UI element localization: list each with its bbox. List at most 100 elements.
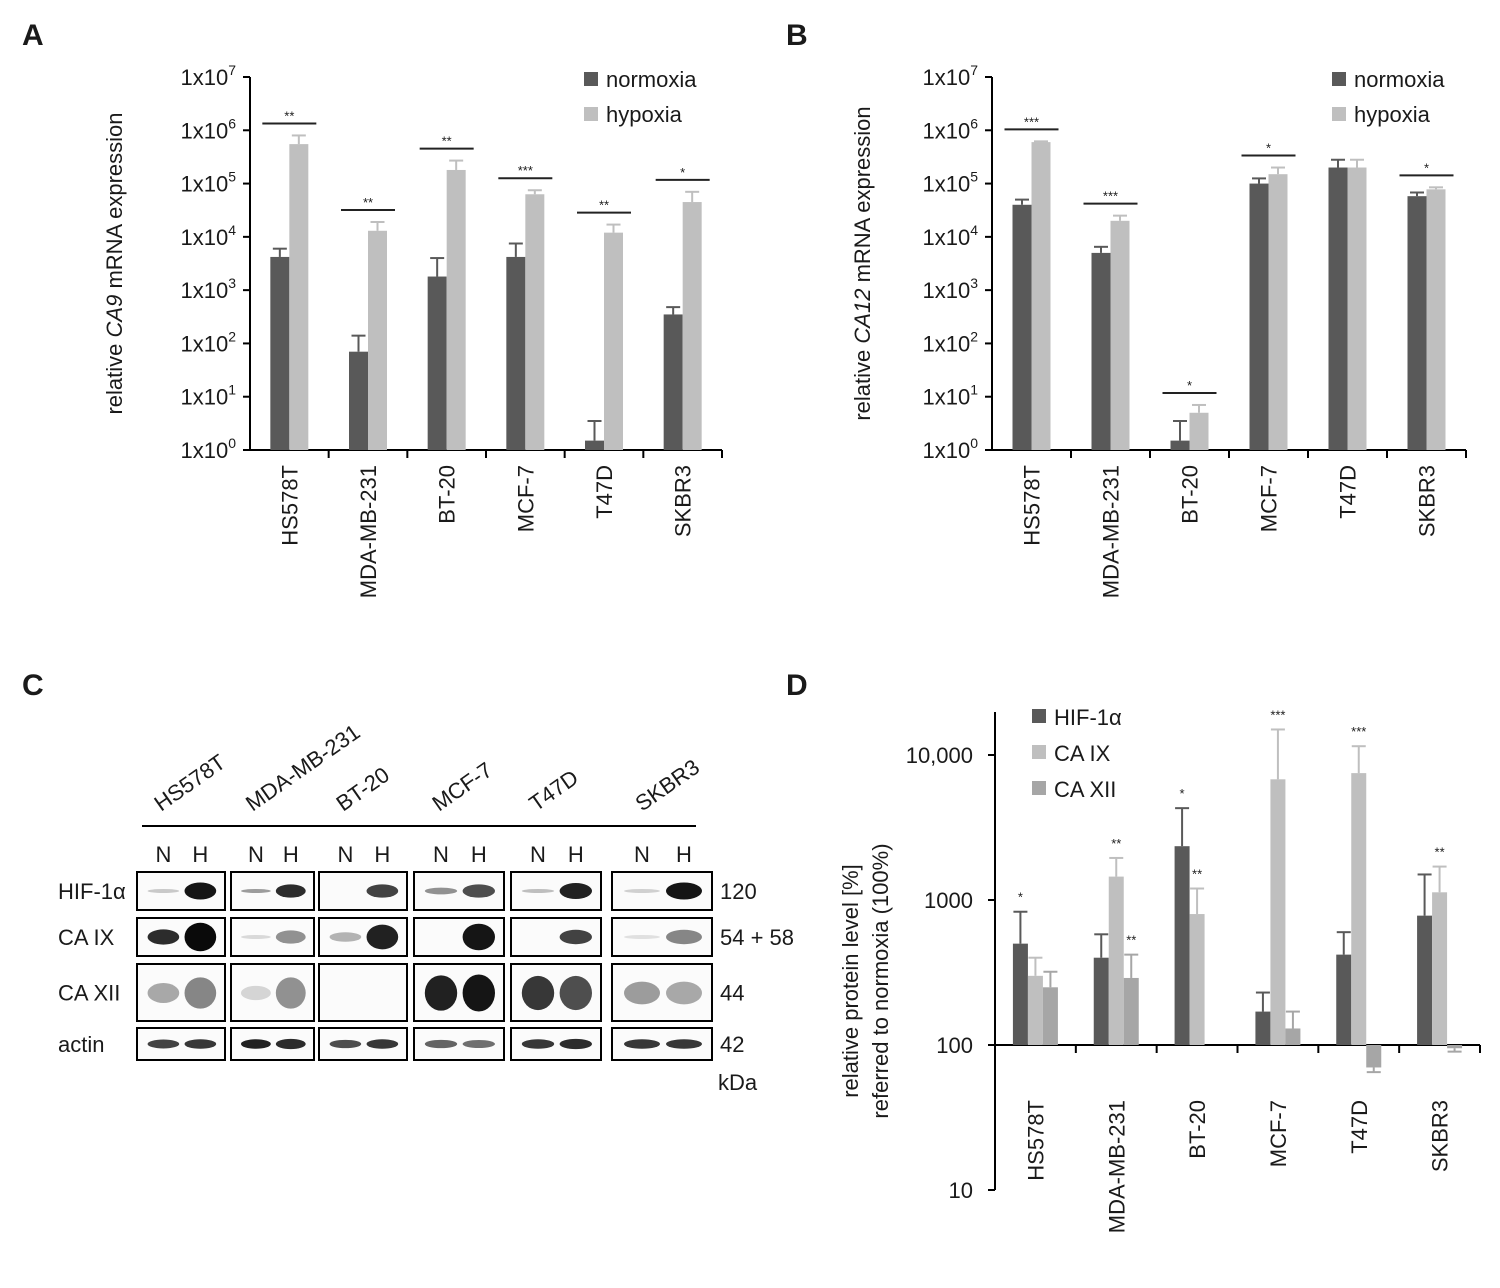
kda-label-hif-1: 120 (720, 879, 757, 904)
significance-label: *** (1024, 114, 1039, 129)
panel-label-a: A (22, 19, 44, 52)
chart-d: 10100100010,000HS578T*MDA-MB-231****BT-2… (838, 705, 1481, 1233)
lane-label-h: H (568, 842, 584, 867)
blot-band (559, 883, 592, 899)
y-tick-label: 1x107 (180, 62, 236, 90)
y-axis-title-line1: relative protein level [%] (838, 864, 863, 1098)
y-axis-title: relative CA9 mRNA expression (102, 112, 127, 414)
legend-swatch-normoxia (584, 72, 598, 86)
y-tick-label: 1x103 (922, 275, 978, 303)
blot-band (559, 929, 592, 945)
bar-ca-ix-skbr3 (1432, 892, 1448, 1045)
blot-band (462, 1040, 495, 1048)
blot-band (184, 1039, 217, 1049)
significance-label: ** (1111, 836, 1121, 851)
blot-band (521, 889, 555, 893)
significance-label: ** (284, 108, 294, 123)
blot-band (240, 1039, 271, 1049)
blot-band (366, 924, 399, 950)
y-tick-label: 10 (949, 1178, 973, 1203)
bar-ca-ix-hs578t (1027, 975, 1043, 1045)
bar-hypoxia-skbr3 (682, 202, 702, 450)
x-tick-label-hs578t: HS578T (1020, 465, 1045, 546)
bar-ca-ix-mda-mb-231 (1108, 876, 1124, 1045)
bar-hypoxia-skbr3 (1426, 189, 1446, 451)
lane-label-n: N (433, 842, 449, 867)
x-tick-label-mcf-7: MCF-7 (513, 465, 538, 532)
y-tick-label: 1x104 (922, 222, 978, 250)
blot-band (147, 889, 180, 893)
panel-label-c: C (22, 669, 44, 702)
legend-label-ca-ix: CA IX (1054, 741, 1111, 766)
bar-hypoxia-mda-mb-231 (368, 230, 387, 450)
legend-swatch-hypoxia (1332, 107, 1346, 121)
x-tick-label-hs578t: HS578T (1023, 1100, 1048, 1181)
bar-hypoxia-bt-20 (446, 169, 466, 450)
bar-hif-1-mcf-7 (1255, 1011, 1271, 1045)
y-tick-label: 1x100 (922, 435, 978, 463)
y-tick-label: 1x104 (180, 222, 236, 250)
bar-ca-xii-mcf-7 (1285, 1028, 1301, 1045)
significance-label: * (680, 165, 685, 180)
x-tick-label-bt-20: BT-20 (435, 465, 460, 524)
blot-band (462, 884, 495, 898)
blot-band (424, 1039, 458, 1049)
blot-band (147, 983, 180, 1003)
x-tick-label-mcf-7: MCF-7 (1266, 1100, 1291, 1167)
x-tick-label-skbr3: SKBR3 (1415, 465, 1440, 537)
bar-hypoxia-bt-20 (1189, 412, 1209, 450)
blot-band (240, 935, 271, 939)
bar-ca-xii-skbr3 (1447, 1045, 1463, 1049)
panel-label-b: B (786, 19, 808, 52)
y-tick-label: 1x103 (180, 275, 236, 303)
legend-swatch-ca-ix (1032, 745, 1046, 759)
blot-band (559, 1038, 592, 1050)
bar-normoxia-skbr3 (663, 314, 683, 450)
bar-hypoxia-t47d (604, 232, 623, 450)
chart-b: 1x100 1x101 1x102 1x103 1x104 1x105 1x106 1x107… (850, 62, 1467, 598)
bar-ca-ix-mcf-7 (1270, 779, 1286, 1045)
y-tick-label: 1x100 (180, 435, 236, 463)
lane-label-n: N (530, 842, 546, 867)
lane-label-h: H (192, 842, 208, 867)
significance-label: * (1018, 890, 1023, 905)
blot-band (624, 1039, 660, 1049)
blot-cell-line-bt-20: BT-20 (332, 762, 394, 816)
blot-band (624, 889, 660, 893)
significance-label: * (1180, 786, 1185, 801)
y-tick-label: 1x101 (922, 382, 978, 410)
kda-label-ca-ix: 54 + 58 (720, 925, 794, 950)
significance-label: * (1187, 378, 1192, 393)
bar-normoxia-t47d (1328, 167, 1348, 450)
bar-hypoxia-mcf-7 (1268, 174, 1288, 450)
x-tick-label-mda-mb-231: MDA-MB-231 (1099, 465, 1124, 598)
bar-hif-1-mda-mb-231 (1093, 957, 1109, 1045)
legend-label-hypoxia: hypoxia (606, 102, 683, 127)
y-tick-label: 1x107 (922, 62, 978, 90)
protein-label-ca-ix: CA IX (58, 925, 115, 950)
blot-cell-line-skbr3: SKBR3 (631, 754, 704, 816)
bar-hypoxia-t47d (1347, 167, 1367, 450)
bar-hypoxia-hs578t (1031, 142, 1051, 450)
blot-band (462, 974, 495, 1012)
y-tick-label: 1x106 (922, 115, 978, 143)
legend-label-hif-1: HIF-1α (1054, 705, 1122, 730)
blot-band (329, 932, 362, 942)
legend-swatch-hif-1 (1032, 709, 1046, 723)
blot-band (184, 922, 217, 952)
x-tick-label-t47d: T47D (1336, 465, 1361, 519)
lane-label-h: H (471, 842, 487, 867)
blot-band (624, 981, 660, 1005)
blot-band (366, 884, 399, 898)
lane-label-h: H (283, 842, 299, 867)
x-tick-label-skbr3: SKBR3 (671, 465, 696, 537)
y-tick-label: 100 (936, 1033, 973, 1058)
lane-label-h: H (374, 842, 390, 867)
y-tick-label: 10,000 (906, 743, 973, 768)
x-tick-label-bt-20: BT-20 (1178, 465, 1203, 524)
y-tick-label: 1x106 (180, 115, 236, 143)
bar-hif-1-skbr3 (1417, 915, 1433, 1045)
legend-swatch-normoxia (1332, 72, 1346, 86)
bar-normoxia-t47d (585, 440, 604, 450)
